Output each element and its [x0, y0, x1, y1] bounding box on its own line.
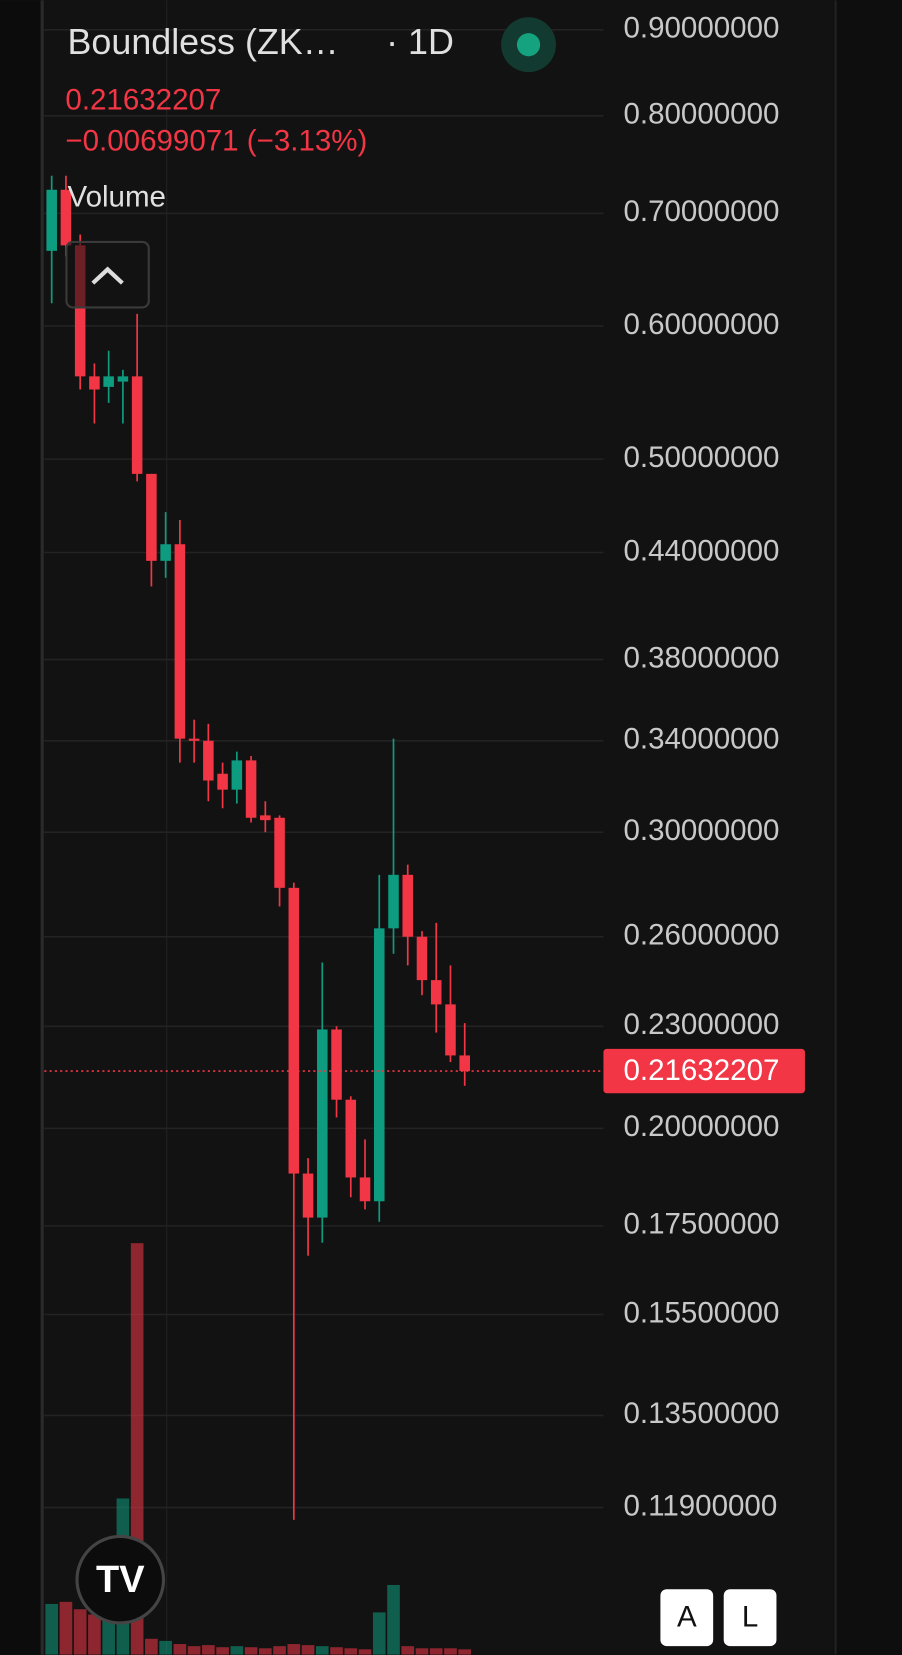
y-tick-label: 0.50000000 — [623, 441, 779, 474]
y-tick-label: 0.44000000 — [623, 534, 779, 567]
right-panel — [833, 0, 902, 1655]
status-dot — [516, 33, 541, 57]
volume-bar — [358, 1649, 372, 1655]
candle-body — [402, 874, 414, 937]
y-tick-label: 0.30000000 — [623, 814, 779, 847]
y-tick-label: 0.38000000 — [623, 641, 779, 674]
candle-body — [245, 760, 257, 818]
candle-body — [217, 773, 228, 790]
volume-bar — [344, 1648, 358, 1655]
price-tag — [603, 1048, 805, 1094]
volume-bar — [301, 1645, 315, 1655]
candle-body — [373, 928, 385, 1202]
volume-bar — [330, 1647, 343, 1655]
left-panel — [0, 0, 43, 1655]
candle-body — [131, 376, 143, 474]
volume-bar — [73, 1609, 87, 1655]
y-tick-label: 0.11900000 — [623, 1489, 777, 1522]
volume-bar — [102, 1614, 115, 1655]
candle-body — [89, 376, 100, 390]
candle-body — [388, 874, 399, 929]
y-tick-label: 0.17500000 — [623, 1208, 779, 1241]
volume-bar — [45, 1603, 59, 1655]
indicator-label: Volume — [68, 181, 166, 214]
y-tick-label: 0.23000000 — [623, 1008, 779, 1041]
candle-body — [60, 189, 72, 246]
chevron-icon — [91, 266, 124, 285]
y-tick-label: 0.90000000 — [623, 12, 779, 45]
candle-body — [146, 473, 157, 561]
volume-bar — [173, 1644, 187, 1655]
volume-bar — [458, 1649, 472, 1655]
candle-body — [274, 817, 285, 888]
y-tick-label: 0.20000000 — [623, 1110, 779, 1143]
candle-body — [46, 189, 57, 251]
y-tick-label: 0.70000000 — [623, 195, 779, 228]
volume-bar — [59, 1601, 73, 1655]
volume-bar — [315, 1646, 329, 1655]
volume-bar — [159, 1640, 172, 1655]
volume-bar — [244, 1647, 258, 1655]
candle-body — [416, 936, 428, 981]
interval: · 1D — [386, 22, 454, 62]
candle-body — [288, 887, 300, 1174]
candle-body — [174, 544, 186, 739]
candle-body — [160, 544, 171, 561]
volume-bar — [230, 1646, 244, 1655]
price-tag-label: 0.21632207 — [623, 1054, 779, 1087]
y-tick-label: 0.34000000 — [623, 723, 779, 756]
log-scale-button[interactable] — [723, 1589, 777, 1647]
volume-bar — [88, 1614, 101, 1655]
candle-body — [117, 376, 129, 382]
volume-bar — [444, 1648, 457, 1655]
candle-body — [231, 760, 243, 790]
candle-body — [459, 1055, 470, 1072]
change: −0.00699071 (−3.13%) — [65, 125, 367, 158]
candle-body — [103, 376, 114, 387]
volume-bar — [372, 1612, 386, 1655]
auto-scale-button[interactable] — [660, 1589, 714, 1647]
volume-bar — [202, 1645, 215, 1655]
candle-body — [74, 245, 86, 377]
volume-bar — [187, 1646, 201, 1655]
y-tick-label: 0.13500000 — [623, 1397, 779, 1430]
button-label: L — [742, 1601, 758, 1634]
logo: TV — [96, 1559, 145, 1601]
volume-bar — [429, 1648, 443, 1655]
candle-body — [359, 1177, 371, 1202]
volume-bar — [387, 1584, 400, 1655]
candle-body — [188, 738, 200, 741]
volume-bar — [415, 1648, 429, 1655]
candle-body — [260, 815, 271, 821]
volume-bar — [145, 1638, 158, 1655]
candle-body — [445, 1004, 456, 1056]
candle-body — [317, 1029, 328, 1218]
button-label: A — [677, 1601, 697, 1634]
y-tick-label: 0.26000000 — [623, 919, 779, 952]
price: 0.21632207 — [65, 83, 221, 116]
candle-body — [302, 1173, 314, 1218]
candle-body — [331, 1029, 342, 1100]
y-tick-label: 0.60000000 — [623, 308, 779, 341]
chart-title: Boundless (ZK… — [68, 22, 339, 62]
candle-body — [203, 740, 214, 781]
volume-bar — [287, 1644, 301, 1655]
candle-body — [430, 980, 442, 1005]
y-tick-label: 0.15500000 — [623, 1296, 779, 1329]
volume-bar — [401, 1646, 415, 1655]
candle-body — [345, 1099, 357, 1178]
volume-bar — [216, 1647, 229, 1655]
volume-bar — [258, 1648, 272, 1655]
volume-bar — [273, 1646, 286, 1655]
collapse-button[interactable] — [65, 240, 150, 309]
y-tick-label: 0.80000000 — [623, 98, 779, 131]
logo-button[interactable] — [75, 1534, 166, 1625]
